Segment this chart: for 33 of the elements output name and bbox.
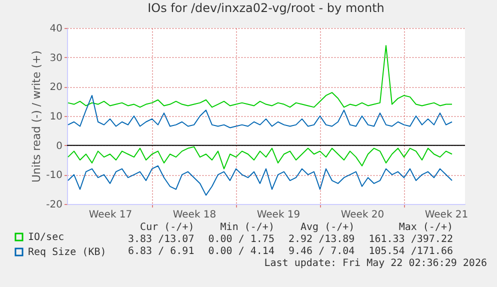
text: 6.83 / 6.91 [128,246,194,258]
x-tick-label: Week 17 [88,210,132,220]
text: 2.92 /13.89 [288,234,355,246]
x-tick-label: Week 20 [340,210,384,220]
line-series [68,146,452,170]
y-tick-label: -10 [46,170,62,182]
legend-label: Req Size (KB) [28,247,106,258]
text: 0.00 / 4.14 [208,246,274,258]
text: 161.33 /397.22 [368,234,453,246]
line-series [68,94,452,128]
y-tick-label: 40 [50,24,62,34]
y-tick-label: 20 [50,82,62,94]
text: 9.46 / 7.04 [288,246,355,258]
line-series [68,45,452,108]
y-axis-title: Units read (-) / write (+) [30,50,44,183]
x-tick-label: Week 18 [172,210,216,220]
text: Max (-/+) [398,222,453,234]
text: Avg (-/+) [300,222,355,234]
text: Cur (-/+) [139,222,194,234]
y-tick-label: -20 [46,200,62,210]
text: Min (-/+) [219,222,274,234]
chart-title: IOs for /dev/inxza02-vg/root - by month [148,1,384,15]
y-tick-label: 0 [56,140,62,152]
text: 3.83 /13.07 [128,234,194,246]
x-tick-label: Week 19 [256,210,300,220]
text: 0.00 / 1.75 [208,234,274,246]
y-tick-label: 10 [50,112,62,122]
legend-label: IO/sec [28,232,64,243]
text: Last update: Fri May 22 02:36:29 2026 [264,258,487,269]
y-tick-label: 30 [50,52,62,64]
line-series [68,165,452,196]
text: 105.54 /171.66 [368,246,453,258]
x-tick-label: Week 21 [424,210,468,220]
